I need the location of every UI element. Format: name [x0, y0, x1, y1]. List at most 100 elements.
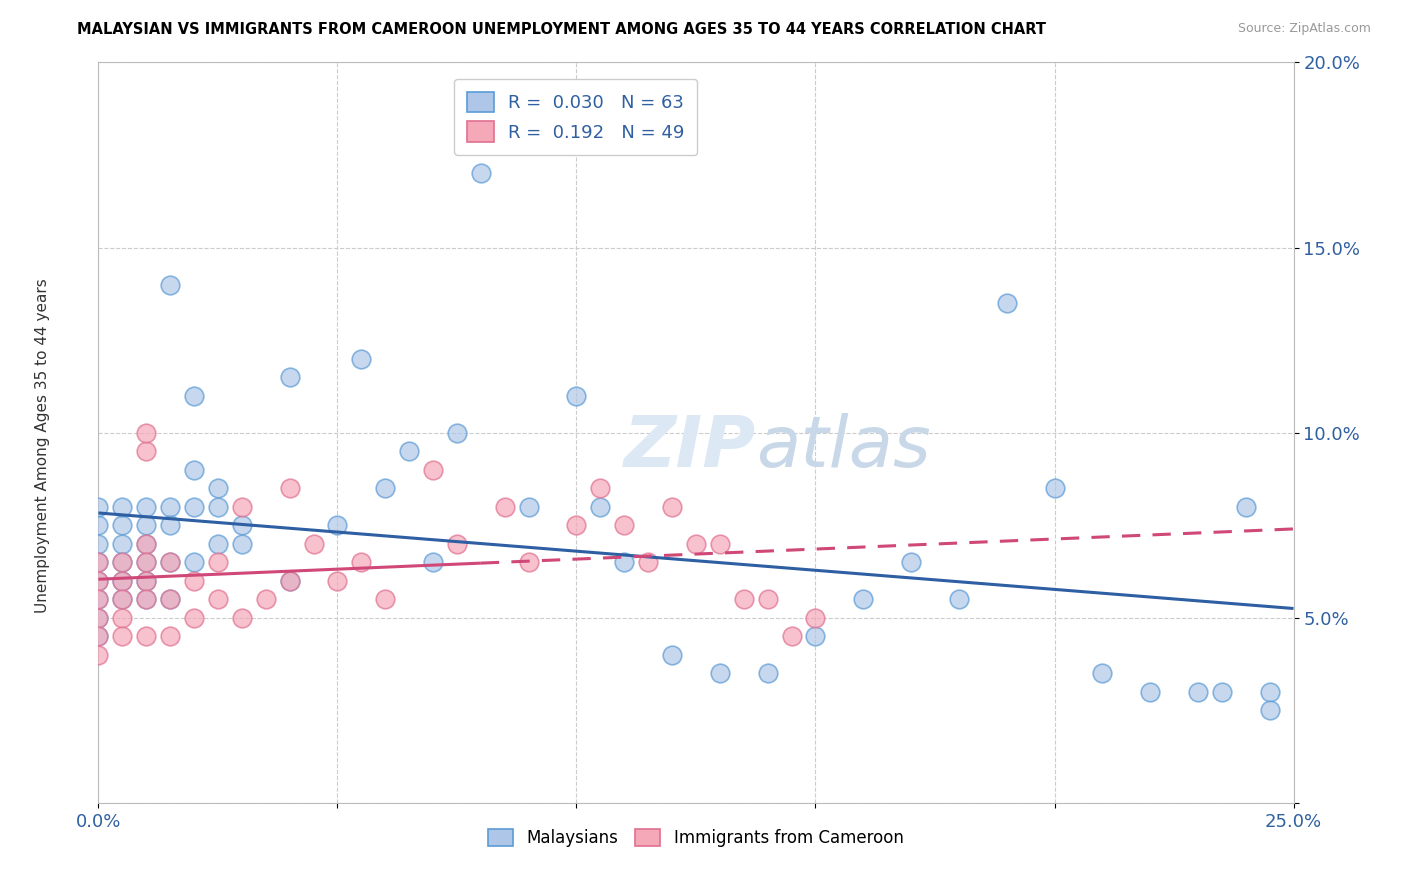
Point — [207, 536, 229, 550]
Point — [231, 610, 253, 624]
Point — [111, 518, 134, 533]
Point — [278, 370, 301, 384]
Point — [135, 425, 157, 440]
Point — [613, 518, 636, 533]
Point — [159, 518, 181, 533]
Point — [207, 555, 229, 569]
Point — [135, 536, 157, 550]
Point — [374, 592, 396, 607]
Point — [87, 555, 110, 569]
Point — [302, 536, 325, 550]
Point — [517, 555, 540, 569]
Point — [135, 592, 157, 607]
Text: MALAYSIAN VS IMMIGRANTS FROM CAMEROON UNEMPLOYMENT AMONG AGES 35 TO 44 YEARS COR: MALAYSIAN VS IMMIGRANTS FROM CAMEROON UN… — [77, 22, 1046, 37]
Point — [135, 518, 157, 533]
Point — [87, 518, 110, 533]
Point — [135, 444, 157, 458]
Point — [183, 462, 205, 476]
Point — [565, 388, 588, 402]
Point — [183, 574, 205, 588]
Point — [1258, 703, 1281, 717]
Point — [135, 592, 157, 607]
Point — [207, 500, 229, 514]
Point — [1258, 685, 1281, 699]
Point — [111, 592, 134, 607]
Point — [1187, 685, 1209, 699]
Point — [111, 629, 134, 643]
Point — [183, 500, 205, 514]
Point — [756, 666, 779, 681]
Point — [709, 666, 731, 681]
Text: ZIP: ZIP — [623, 413, 756, 482]
Point — [183, 388, 205, 402]
Point — [111, 574, 134, 588]
Point — [756, 592, 779, 607]
Point — [326, 574, 349, 588]
Point — [87, 629, 110, 643]
Point — [1139, 685, 1161, 699]
Point — [637, 555, 659, 569]
Point — [183, 555, 205, 569]
Point — [159, 592, 181, 607]
Point — [685, 536, 707, 550]
Point — [589, 500, 612, 514]
Legend: Malaysians, Immigrants from Cameroon: Malaysians, Immigrants from Cameroon — [482, 822, 910, 854]
Point — [1091, 666, 1114, 681]
Point — [159, 500, 181, 514]
Point — [446, 536, 468, 550]
Point — [398, 444, 420, 458]
Point — [111, 555, 134, 569]
Point — [278, 574, 301, 588]
Point — [87, 500, 110, 514]
Point — [87, 592, 110, 607]
Point — [159, 555, 181, 569]
Point — [159, 555, 181, 569]
Point — [900, 555, 922, 569]
Point — [111, 536, 134, 550]
Point — [183, 610, 205, 624]
Point — [613, 555, 636, 569]
Point — [87, 574, 110, 588]
Point — [422, 555, 444, 569]
Point — [135, 555, 157, 569]
Point — [111, 610, 134, 624]
Point — [1234, 500, 1257, 514]
Point — [374, 481, 396, 495]
Point — [1043, 481, 1066, 495]
Point — [111, 574, 134, 588]
Point — [422, 462, 444, 476]
Point — [661, 648, 683, 662]
Text: atlas: atlas — [756, 413, 931, 482]
Point — [254, 592, 277, 607]
Point — [87, 574, 110, 588]
Point — [135, 555, 157, 569]
Point — [995, 296, 1018, 310]
Point — [948, 592, 970, 607]
Point — [589, 481, 612, 495]
Point — [111, 592, 134, 607]
Point — [517, 500, 540, 514]
Point — [111, 555, 134, 569]
Point — [87, 592, 110, 607]
Point — [231, 518, 253, 533]
Point — [446, 425, 468, 440]
Point — [278, 481, 301, 495]
Point — [852, 592, 875, 607]
Point — [135, 574, 157, 588]
Text: Source: ZipAtlas.com: Source: ZipAtlas.com — [1237, 22, 1371, 36]
Point — [87, 648, 110, 662]
Point — [111, 500, 134, 514]
Point — [87, 629, 110, 643]
Point — [350, 351, 373, 366]
Point — [159, 277, 181, 292]
Point — [350, 555, 373, 569]
Point — [231, 536, 253, 550]
Point — [135, 536, 157, 550]
Point — [470, 166, 492, 180]
Point — [135, 574, 157, 588]
Point — [661, 500, 683, 514]
Point — [207, 592, 229, 607]
Point — [733, 592, 755, 607]
Point — [87, 555, 110, 569]
Point — [494, 500, 516, 514]
